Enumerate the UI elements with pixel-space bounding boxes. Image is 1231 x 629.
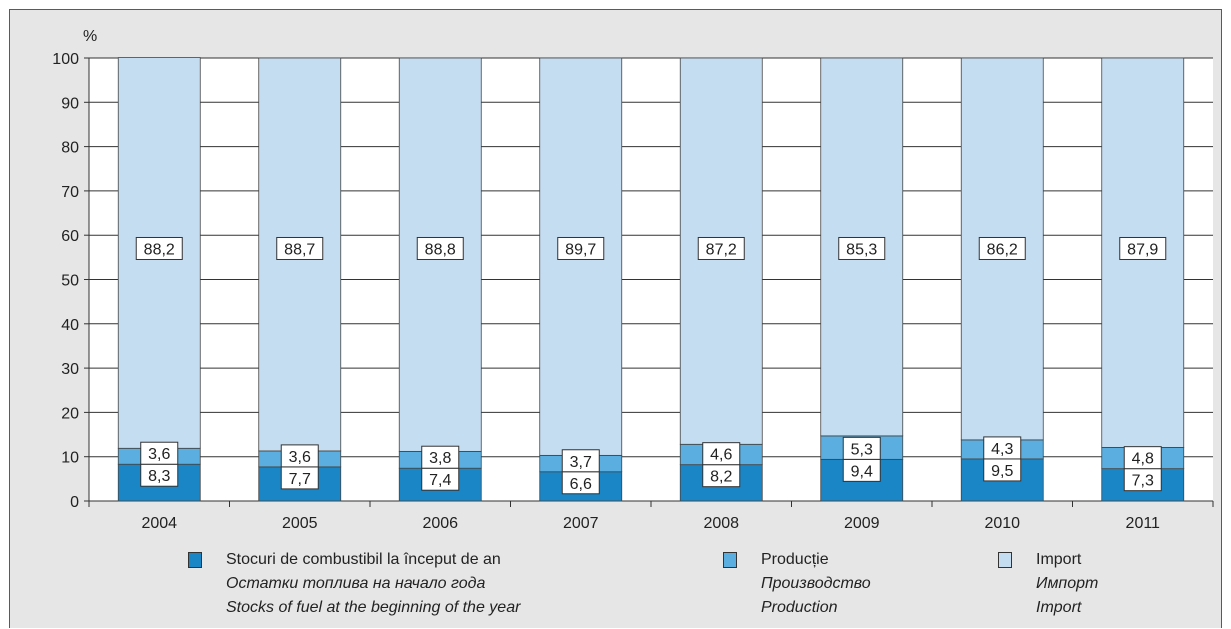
data-label-production: 3,6 [148, 446, 170, 463]
production-swatch-icon [723, 552, 737, 568]
data-label-import-box [697, 236, 745, 260]
data-label-stocks: 6,6 [570, 476, 592, 493]
legend-stocks-ro: Stocuri de combustibil la început de an [226, 551, 501, 568]
x-tick-label: 2004 [141, 515, 177, 532]
data-label-production-box [983, 436, 1022, 460]
x-tick-label: 2008 [703, 515, 739, 532]
data-label-import-box [557, 236, 605, 260]
data-label-import-box [1119, 236, 1167, 260]
data-label-import: 88,8 [425, 241, 456, 258]
data-label-production-box [561, 449, 600, 473]
data-label-import: 85,3 [846, 241, 877, 258]
data-label-production-box [842, 436, 881, 460]
data-label-production: 4,6 [710, 447, 732, 464]
data-label-stocks: 9,4 [851, 463, 873, 480]
legend-import: Import Импорт Import [998, 548, 1198, 628]
data-label-import: 87,9 [1127, 241, 1158, 258]
data-label-stocks: 7,3 [1132, 473, 1154, 490]
legend-stocks: Stocuri de combustibil la început de an … [188, 548, 688, 628]
data-label-import: 88,7 [284, 241, 315, 258]
legend-production-ru: Производство [761, 575, 871, 592]
data-label-stocks: 7,4 [429, 472, 451, 489]
legend-import-en: Import [1036, 599, 1082, 616]
data-label-import: 89,7 [565, 241, 596, 258]
data-label-production-box [1123, 446, 1162, 470]
y-tick-label: 0 [70, 494, 79, 511]
data-label-stocks: 9,5 [991, 463, 1013, 480]
y-tick-label: 50 [61, 273, 79, 290]
data-label-import-box [838, 236, 886, 260]
y-tick-label: 90 [61, 95, 79, 112]
data-label-production-box [421, 445, 460, 469]
y-tick-label: 10 [61, 450, 79, 467]
data-label-production: 4,8 [1132, 451, 1154, 468]
import-swatch-icon [998, 552, 1012, 568]
data-label-production: 4,3 [991, 441, 1013, 458]
x-tick-label: 2005 [282, 515, 318, 532]
data-label-production: 3,6 [289, 449, 311, 466]
y-tick-label: 40 [61, 317, 79, 334]
y-tick-label: 60 [61, 228, 79, 245]
chart-frame: 0 10 20 30 40 50 60 70 80 90 100% 8,3 3,6 88,2 2004 7,7… [9, 9, 1222, 628]
data-label-stocks: 8,2 [710, 469, 732, 486]
legend-stocks-ru: Остатки топлива на начало года [226, 575, 486, 592]
y-tick-label: 20 [61, 405, 79, 422]
x-tick-label: 2010 [984, 515, 1020, 532]
legend-stocks-en: Stocks of fuel at the beginning of the y… [226, 599, 521, 616]
data-label-import-box [416, 236, 464, 260]
legend-production-en: Production [761, 599, 838, 616]
data-label-production: 5,3 [851, 441, 873, 458]
y-tick-label: 30 [61, 361, 79, 378]
data-label-import: 86,2 [987, 241, 1018, 258]
legend-production: Producție Производство Production [723, 548, 973, 628]
data-label-stocks: 7,7 [289, 471, 311, 488]
y-tick-label: 100 [52, 51, 79, 68]
legend-import-ro: Import [1036, 551, 1082, 568]
chart: 0 10 20 30 40 50 60 70 80 90 100% 8,3 3,6 88,2 2004 7,7… [52, 28, 1214, 532]
x-tick-label: 2009 [844, 515, 880, 532]
data-label-import-box [135, 236, 183, 260]
x-tick-label: 2007 [563, 515, 599, 532]
y-unit-label: % [83, 28, 97, 45]
data-label-import-box [978, 236, 1026, 260]
y-tick-label: 80 [61, 140, 79, 157]
y-tick-label: 70 [61, 184, 79, 201]
x-tick-label: 2006 [422, 515, 458, 532]
data-label-import: 88,2 [144, 241, 175, 258]
data-label-import-box [276, 236, 324, 260]
data-label-production-box [702, 442, 741, 466]
data-label-import: 87,2 [706, 241, 737, 258]
data-label-production-box [140, 441, 179, 465]
data-label-stocks: 8,3 [148, 468, 170, 485]
legend-production-ro: Producție [761, 551, 829, 568]
stocks-swatch-icon [188, 552, 202, 568]
data-label-production: 3,7 [570, 454, 592, 471]
data-label-production-box [280, 444, 319, 468]
legend-import-ru: Импорт [1036, 575, 1099, 592]
x-tick-label: 2011 [1126, 515, 1161, 532]
data-label-production: 3,8 [429, 450, 451, 467]
